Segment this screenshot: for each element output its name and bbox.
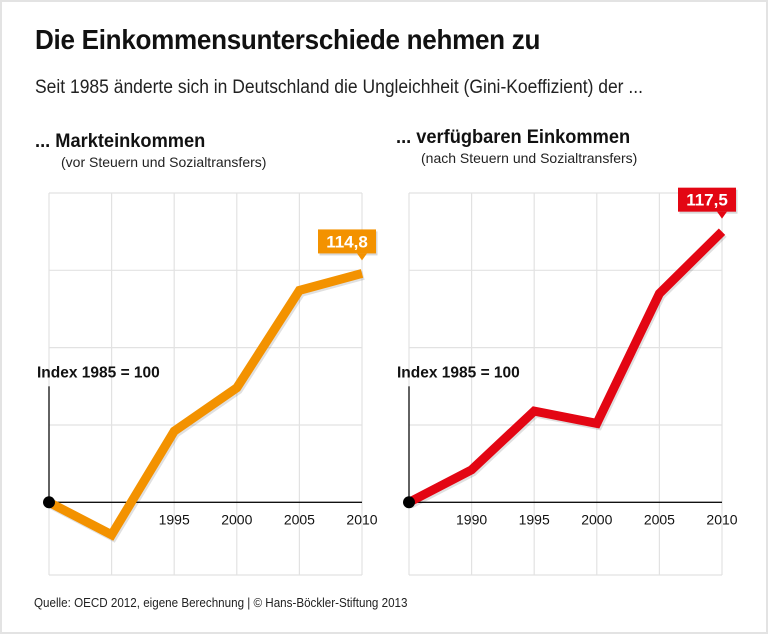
left-chart-title: ... Markteinkommen [35, 131, 206, 152]
series-line [406, 228, 726, 507]
left-chart-subtitle: (vor Steuern und Sozialtransfers) [61, 154, 267, 170]
end-value-label: 117,5 [686, 191, 728, 210]
x-tick-label: 2005 [284, 511, 315, 527]
y-axis-label: Index 1985 = 100 [37, 364, 160, 381]
series-line [46, 269, 364, 541]
page-title: Die Einkommensunterschiede nehmen zu [35, 24, 541, 55]
right-chart: Index 1985 = 100 1990 1995 2000 2005 2010 117,… [397, 187, 738, 576]
x-tick-label: 1995 [519, 511, 550, 527]
x-tick-label: 2010 [346, 511, 377, 527]
right-chart-title: ... verfügbaren Einkommen [396, 127, 631, 148]
x-tick-label: 2005 [644, 511, 675, 527]
value-callout-pointer [357, 253, 367, 261]
x-tick-label: 2010 [706, 511, 737, 527]
x-tick-label: 2000 [581, 511, 612, 527]
x-tick-label: 1990 [456, 511, 487, 527]
y-axis-label: Index 1985 = 100 [397, 364, 520, 381]
value-callout [678, 187, 736, 212]
value-callout-pointer [717, 211, 727, 219]
x-tick-label: 1995 [159, 511, 190, 527]
right-chart-subtitle: (nach Steuern und Sozialtransfers) [421, 150, 638, 166]
x-tick-label: 2000 [221, 511, 252, 527]
origin-dot [43, 496, 55, 509]
left-chart: Index 1985 = 100 1995 2000 2005 2010 114,8 [37, 192, 378, 576]
source-note: Quelle: OECD 2012, eigene Berechnung | ©… [34, 596, 408, 610]
page-subtitle: Seit 1985 änderte sich in Deutschland di… [35, 77, 643, 98]
origin-dot [403, 496, 415, 509]
value-callout [318, 229, 376, 254]
end-value-label: 114,8 [326, 232, 368, 251]
